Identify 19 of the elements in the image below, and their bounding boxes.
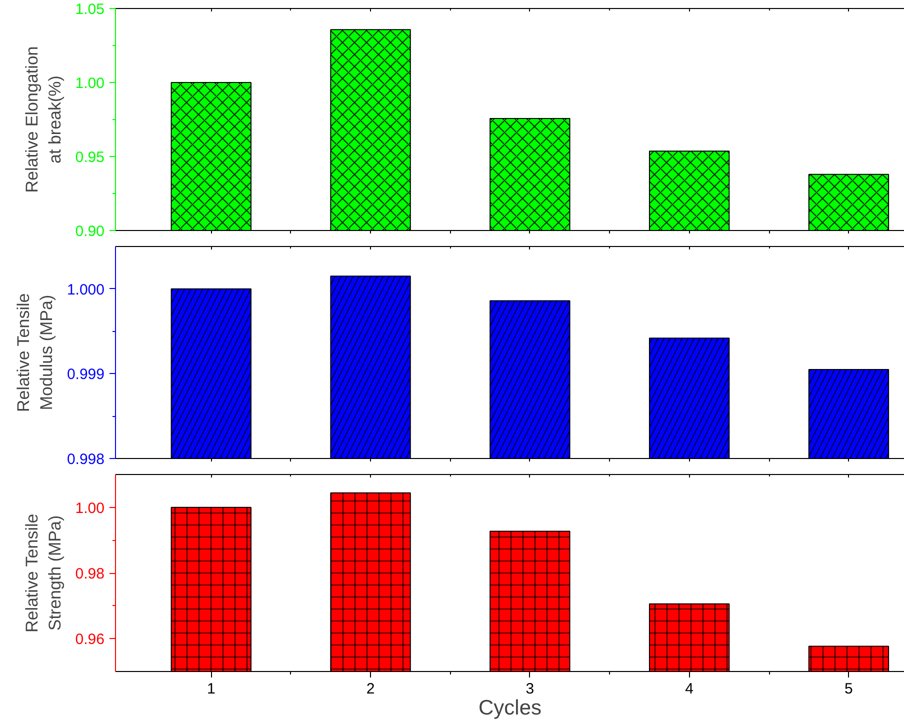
y-axis-title: Relative Tensile Strength (MPa) xyxy=(22,514,64,633)
x-tick-label: 3 xyxy=(526,680,534,698)
y-axis-title: Relative Elongation at break(%) xyxy=(22,46,64,193)
y-tick-label: 0.999 xyxy=(66,366,105,384)
y-tick-label: 0.90 xyxy=(75,223,105,240)
y-tick-label: 0.998 xyxy=(66,451,105,468)
y-tick-label: 0.95 xyxy=(75,149,105,166)
x-tick-label: 4 xyxy=(685,680,694,698)
x-tick-label: 2 xyxy=(366,680,375,698)
y-axis-title: Relative Tensile Modulus (MPa) xyxy=(14,293,56,412)
x-axis-title: Cycles xyxy=(478,696,542,720)
y-tick-label: 0.96 xyxy=(75,631,105,648)
y-tick-label: 1.00 xyxy=(75,500,105,517)
y-tick-label: 0.98 xyxy=(75,566,105,582)
y-tick-label: 1.05 xyxy=(75,1,105,18)
y-tick-label: 1.00 xyxy=(75,75,105,92)
x-tick-label: 5 xyxy=(844,680,853,698)
x-tick-label: 1 xyxy=(206,680,216,698)
y-tick-label: 1.000 xyxy=(66,281,105,298)
